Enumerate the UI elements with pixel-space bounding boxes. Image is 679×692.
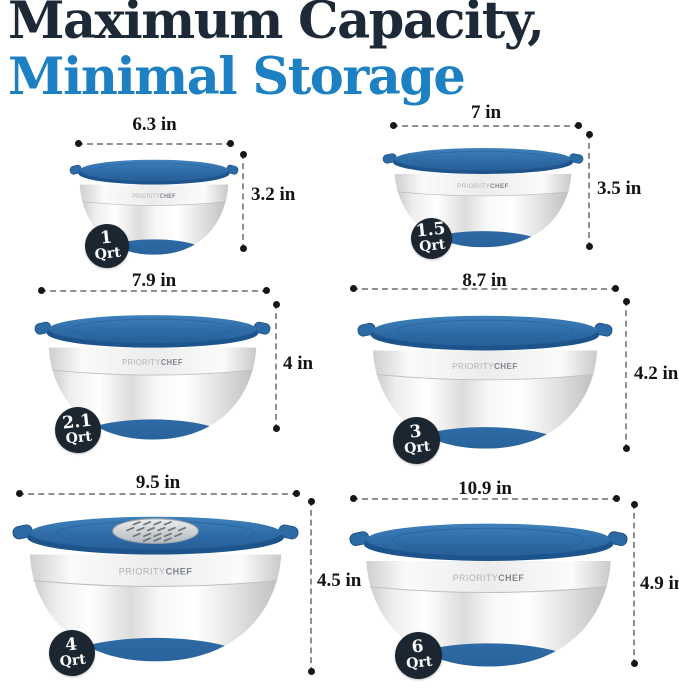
- page-title: Maximum Capacity, Minimal Storage: [8, 0, 545, 107]
- bowl-illustration: [350, 512, 627, 682]
- bowl-figure-3-qrt: 8.7 in 4.2 in 3 Qrt: [345, 268, 679, 474]
- height-dimension-line: [272, 301, 280, 432]
- width-dimension-line: [350, 285, 619, 292]
- height-dimension-label: 4.2 in: [634, 363, 679, 384]
- height-dimension-line: [622, 298, 630, 452]
- height-dimension-label: 3.2 in: [251, 184, 296, 205]
- capacity-unit: Qrt: [418, 236, 447, 256]
- height-dimension-line: [239, 151, 247, 252]
- bowl-figure-1-qrt: 6.3 in 3.2 in 1 Qrt: [58, 112, 318, 274]
- width-dimension-label: 6.3 in: [132, 114, 177, 135]
- capacity-unit: Qrt: [405, 653, 434, 673]
- width-dimension-label: 7 in: [470, 102, 502, 123]
- bowl-figure-1-5-qrt: 7 in 3.5 in 1.5 Qrt: [378, 98, 678, 266]
- height-dimension-label: 4 in: [283, 353, 314, 374]
- bowl-figure-6-qrt: 10.9 in 4.9 in 6 Qrt: [340, 470, 679, 692]
- title-line-1: Maximum Capacity,: [8, 0, 545, 51]
- capacity-unit: Qrt: [94, 244, 122, 264]
- width-dimension-label: 10.9 in: [458, 478, 512, 499]
- height-dimension-label: 4.5 in: [317, 570, 362, 591]
- height-dimension-label: 4.9 in: [640, 573, 679, 594]
- bowl-figure-2-1-qrt: 7.9 in 4 in 2.1 Qrt: [28, 268, 320, 464]
- height-dimension-label: 3.5 in: [597, 178, 642, 199]
- height-dimension-line: [585, 131, 593, 250]
- width-dimension-line: [16, 490, 300, 497]
- width-dimension-line: [390, 122, 582, 129]
- capacity-unit: Qrt: [65, 428, 93, 448]
- width-dimension-label: 9.5 in: [135, 472, 181, 493]
- width-dimension-label: 8.7 in: [462, 270, 507, 291]
- bowl-figure-4-qrt: 9.5 in 4.5 in 4 Qrt: [5, 470, 361, 692]
- title-line-2: Minimal Storage: [8, 47, 466, 107]
- height-dimension-line: [630, 501, 638, 667]
- capacity-unit: Qrt: [403, 438, 432, 458]
- width-dimension-line: [75, 140, 234, 147]
- width-dimension-line: [38, 287, 270, 294]
- capacity-unit: Qrt: [59, 651, 87, 671]
- width-dimension-line: [350, 495, 620, 502]
- height-dimension-line: [307, 498, 315, 675]
- width-dimension-label: 7.9 in: [131, 270, 177, 291]
